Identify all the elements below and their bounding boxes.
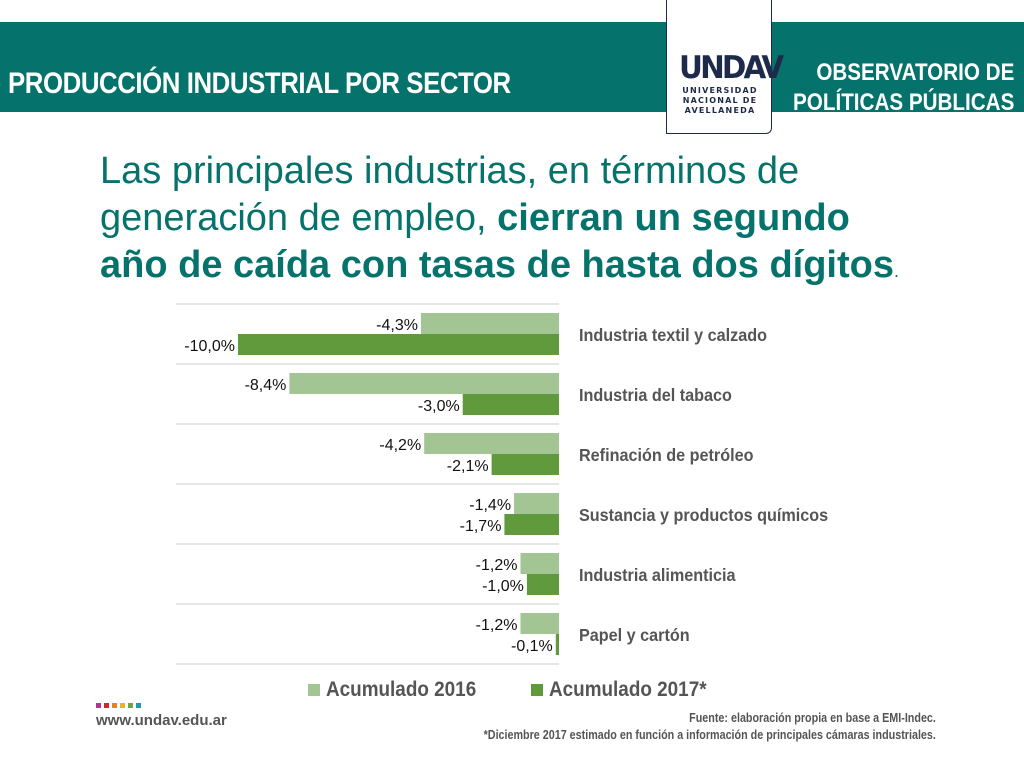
category-label: Industria textil y calzado <box>579 325 767 345</box>
data-label-2016: -1,2% <box>476 557 518 574</box>
bar-2017 <box>238 334 559 355</box>
category-label: Industria del tabaco <box>579 385 732 405</box>
chart-legend: Acumulado 2016 Acumulado 2017* <box>308 676 762 704</box>
headline: Las principales industrias, en términos … <box>100 148 980 295</box>
undav-logo-mark: UNDAV <box>679 50 784 86</box>
observatorio-line-1: OBSERVATORIO DE <box>815 59 1014 86</box>
bar-2016 <box>520 613 559 634</box>
bar-2016 <box>514 493 559 514</box>
legend-swatch-2017 <box>530 684 543 696</box>
category-label: Sustancia y productos químicos <box>579 505 828 525</box>
data-label-2017: -1,0% <box>482 578 524 595</box>
bar-2017 <box>491 454 559 475</box>
website-link[interactable]: www.undav.edu.ar <box>96 712 227 729</box>
source-line-1: Fuente: elaboración propia en base a EMI… <box>689 711 936 725</box>
bar-2017 <box>555 634 559 655</box>
category-label: Refinación de petróleo <box>579 445 753 465</box>
data-label-2016: -1,2% <box>476 617 518 634</box>
headline-bold-2: año de caída con tasas de hasta dos dígi… <box>100 244 894 286</box>
data-label-2016: -8,4% <box>245 377 287 394</box>
headline-light-1: Las principales industrias, en términos … <box>100 150 800 192</box>
data-label-2017: -0,1% <box>511 638 553 655</box>
data-label-2016: -1,4% <box>469 497 511 514</box>
data-label-2017: -2,1% <box>447 458 489 475</box>
data-label-2016: -4,3% <box>376 317 418 334</box>
observatorio-title: OBSERVATORIO DE POLÍTICAS PÚBLICAS <box>793 58 1014 118</box>
source-note: Fuente: elaboración propia en base a EMI… <box>484 710 936 744</box>
color-dot <box>104 703 109 708</box>
observatorio-line-2: POLÍTICAS PÚBLICAS <box>792 89 1014 116</box>
color-dot <box>120 703 125 708</box>
legend-label-2016: Acumulado 2016 <box>326 678 477 701</box>
headline-bold-1: cierran un segundo <box>497 197 850 239</box>
legend-label-2017: Acumulado 2017* <box>548 678 707 701</box>
legend-item-2017: Acumulado 2017* <box>530 678 724 702</box>
color-dots-decoration <box>96 703 144 708</box>
page-title: PRODUCCIÓN INDUSTRIAL POR SECTOR <box>8 67 511 100</box>
color-dot <box>136 703 141 708</box>
data-label-2017: -3,0% <box>418 398 460 415</box>
data-label-2017: -1,7% <box>460 518 502 535</box>
legend-item-2016: Acumulado 2016 <box>308 678 493 702</box>
bar-chart: Industria textil y calzado -4,3% -10,0% Ind… <box>176 303 828 665</box>
bar-2017 <box>462 394 559 415</box>
bar-2016 <box>520 553 559 574</box>
bar-2016 <box>424 433 559 454</box>
logo-text-line-2: NACIONAL DE <box>682 96 758 105</box>
headline-dot: . <box>894 261 900 281</box>
header-banner: PRODUCCIÓN INDUSTRIAL POR SECTOR OBSERVA… <box>0 22 1024 116</box>
logo-text-line-1: UNIVERSIDAD <box>682 86 758 95</box>
category-label: Industria alimenticia <box>579 565 736 585</box>
data-label-2016: -4,2% <box>379 437 421 454</box>
headline-light-2: generación de empleo, <box>100 197 498 239</box>
bar-2017 <box>526 574 559 595</box>
logo-text-line-3: AVELLANEDA <box>684 106 756 115</box>
bar-2017 <box>504 514 559 535</box>
data-label-2017: -10,0% <box>184 338 235 355</box>
undav-logo: UNDAV UNIVERSIDAD NACIONAL DE AVELLANEDA <box>666 0 784 134</box>
category-label: Papel y cartón <box>579 625 690 645</box>
color-dot <box>128 703 133 708</box>
bar-2016 <box>289 373 559 394</box>
color-dot <box>112 703 117 708</box>
bar-2016 <box>420 313 559 334</box>
source-line-2: *Diciembre 2017 estimado en función a in… <box>483 728 936 742</box>
color-dot <box>96 703 101 708</box>
legend-swatch-2016 <box>308 684 320 696</box>
undav-logo-text: UNIVERSIDAD NACIONAL DE AVELLANEDA <box>677 86 763 116</box>
